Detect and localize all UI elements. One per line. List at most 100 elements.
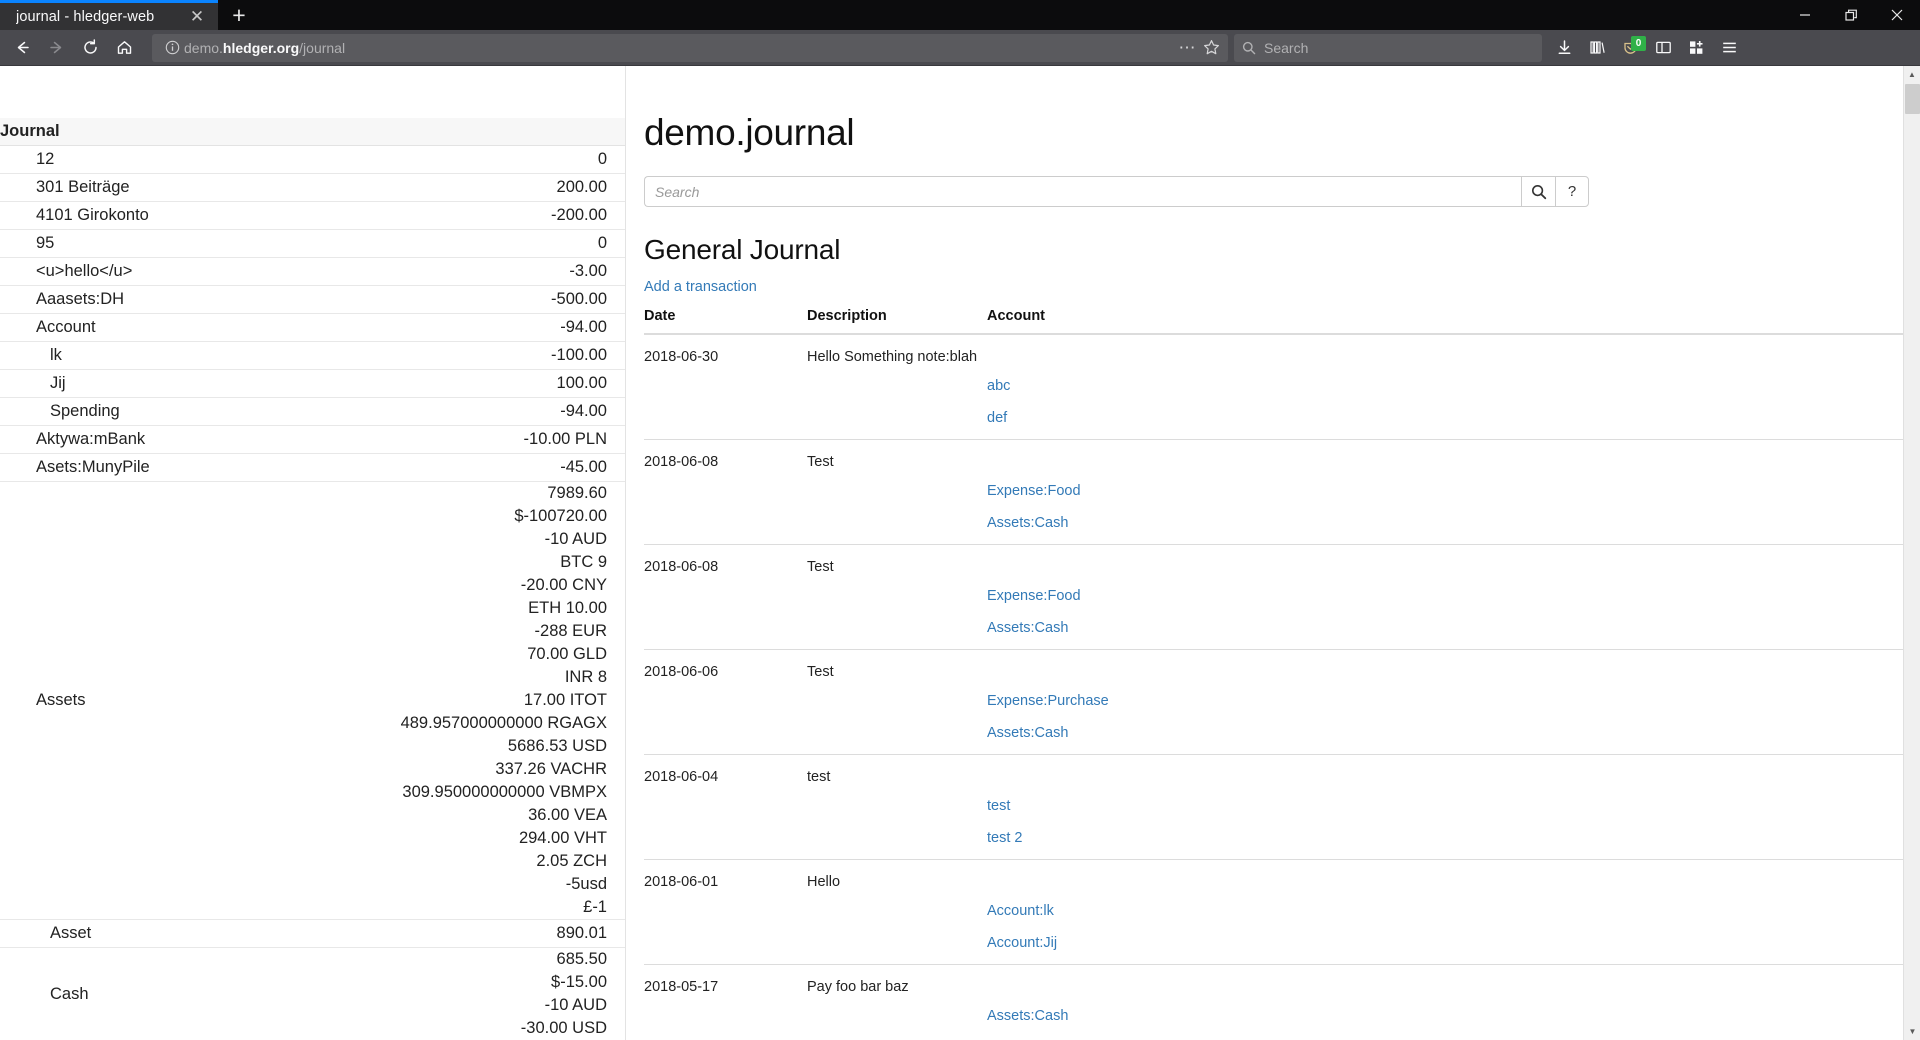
account-row[interactable]: Asset 890.01: [0, 920, 625, 948]
minimize-icon[interactable]: [1782, 0, 1828, 30]
hamburger-menu-icon[interactable]: [1713, 33, 1746, 63]
account-link[interactable]: Account:Jij: [987, 935, 1058, 951]
transaction-date: 2018-06-01: [644, 874, 719, 890]
new-tab-button[interactable]: +: [232, 1, 246, 28]
ellipsis-icon[interactable]: ⋯: [1178, 38, 1197, 57]
transaction-description: Hello Something note:blah: [807, 349, 978, 365]
close-icon[interactable]: [1874, 0, 1920, 30]
posting-row[interactable]: test 2 10.00: [644, 822, 1903, 860]
back-arrow-icon[interactable]: [6, 33, 38, 63]
account-row[interactable]: Aktywa:mBank -10.00 PLN: [0, 426, 625, 454]
account-link[interactable]: Expense:Food: [987, 588, 1081, 604]
posting-row[interactable]: Assets:Cash -10 AUD: [644, 717, 1903, 755]
account-link[interactable]: Assets:Cash: [987, 515, 1069, 531]
posting-row[interactable]: def -123.00: [644, 402, 1903, 440]
posting-row[interactable]: test -10.00: [644, 790, 1903, 822]
page-scrollbar[interactable]: ▲ ▼: [1903, 66, 1920, 1040]
account-name: 4101 Girokonto: [36, 206, 149, 224]
posting-description-spacer: [807, 790, 987, 822]
posting-description-spacer: [807, 475, 987, 507]
library-icon[interactable]: [1581, 33, 1614, 63]
reload-icon[interactable]: [74, 33, 106, 63]
account-name: Account: [36, 318, 96, 336]
add-transaction-link[interactable]: Add a transaction: [644, 279, 757, 295]
account-amount: $-100720.00: [514, 507, 607, 525]
account-link[interactable]: test: [987, 798, 1011, 814]
account-row[interactable]: Aaasets:DH -500.00: [0, 286, 625, 314]
transaction-header-row[interactable]: 2018-06-08 Test: [644, 545, 1903, 581]
posting-account: Assets:Cash: [987, 612, 1834, 650]
column-header-amount: Amount: [1834, 308, 1903, 335]
browser-search-bar[interactable]: Search: [1234, 33, 1542, 62]
posting-row[interactable]: Expense:Purchase 10 AUD: [644, 685, 1903, 717]
account-link[interactable]: Assets:Cash: [987, 725, 1069, 741]
transaction-header-row[interactable]: 2018-06-08 Test: [644, 440, 1903, 476]
account-row[interactable]: 95 0: [0, 230, 625, 258]
posting-amount: -200.00: [1834, 507, 1903, 545]
account-row[interactable]: 4101 Girokonto -200.00: [0, 202, 625, 230]
downloads-icon[interactable]: [1548, 33, 1581, 63]
account-row[interactable]: Assets 7989.60 $-100720.00 -10 AUD BTC 9 -20.…: [0, 482, 625, 920]
scrollbar-thumb[interactable]: [1905, 84, 1920, 114]
account-amount: 100.00: [556, 374, 607, 392]
account-link[interactable]: Expense:Purchase: [987, 693, 1109, 709]
account-row[interactable]: Cash 685.50 $-15.00 -10 AUD -30.00 USD: [0, 948, 625, 1040]
tab-journal[interactable]: journal - hledger-web ✕: [0, 0, 218, 30]
sidebar-toggle-icon[interactable]: [1647, 33, 1680, 63]
posting-account: abc: [987, 370, 1834, 402]
posting-amount: 123.00: [1834, 370, 1903, 402]
account-amount: 337.26 VACHR: [495, 760, 607, 778]
posting-row[interactable]: Account:Jij 100.00: [644, 927, 1903, 965]
search-input[interactable]: [644, 176, 1521, 207]
account-row[interactable]: Spending -94.00: [0, 398, 625, 426]
account-link[interactable]: def: [987, 410, 1008, 426]
accounts-table: Journal 12 0 301 Beiträge 200.00 4101 Giroko…: [0, 118, 625, 1040]
forward-arrow-icon[interactable]: [40, 33, 72, 63]
search-help-button[interactable]: ?: [1555, 176, 1589, 207]
account-link[interactable]: Account:lk: [987, 903, 1054, 919]
posting-account: Expense:Food: [987, 580, 1834, 612]
transaction-header-row[interactable]: 2018-06-04 test: [644, 755, 1903, 791]
posting-row[interactable]: Assets:Cash -200.00: [644, 612, 1903, 650]
pocket-icon[interactable]: 0: [1614, 33, 1647, 63]
account-row[interactable]: 301 Beiträge 200.00: [0, 174, 625, 202]
transaction-header-row[interactable]: 2018-05-17 Pay foo bar baz: [644, 965, 1903, 1001]
posting-row[interactable]: Assets:Cash 54.00: [644, 1000, 1903, 1032]
tab-title: journal - hledger-web: [16, 8, 155, 25]
account-row[interactable]: 12 0: [0, 146, 625, 174]
account-amount: 294.00 VHT: [518, 829, 607, 847]
account-row[interactable]: Asets:MunyPile -45.00: [0, 454, 625, 482]
account-link[interactable]: Expense:Food: [987, 483, 1081, 499]
transaction-header-row[interactable]: 2018-06-30 Hello Something note:blah: [644, 334, 1903, 370]
posting-row[interactable]: Expense:Food 200.00: [644, 475, 1903, 507]
account-link[interactable]: Assets:Cash: [987, 620, 1069, 636]
accounts-sidebar: Journal 12 0 301 Beiträge 200.00 4101 Giroko…: [0, 66, 626, 1040]
account-row[interactable]: Account -94.00: [0, 314, 625, 342]
account-amount: 5686.53 USD: [507, 737, 607, 755]
scroll-up-arrow-icon[interactable]: ▲: [1908, 70, 1916, 79]
account-row[interactable]: <u>hello</u> -3.00: [0, 258, 625, 286]
star-icon[interactable]: [1203, 39, 1220, 56]
posting-row[interactable]: abc 123.00: [644, 370, 1903, 402]
transaction-header-row[interactable]: 2018-06-06 Test: [644, 650, 1903, 686]
url-bar[interactable]: demo.hledger.org/journal ⋯: [152, 33, 1228, 62]
account-row[interactable]: lk -100.00: [0, 342, 625, 370]
search-submit-button[interactable]: [1521, 176, 1555, 207]
tab-close-icon[interactable]: ✕: [189, 7, 205, 26]
account-link[interactable]: Assets:Cash: [987, 1008, 1069, 1024]
info-icon[interactable]: [160, 40, 184, 55]
account-link[interactable]: abc: [987, 378, 1011, 394]
posting-account: Account:Jij: [987, 927, 1834, 965]
transaction-header-row[interactable]: 2018-06-01 Hello: [644, 860, 1903, 896]
posting-row[interactable]: Assets:Cash -200.00: [644, 507, 1903, 545]
posting-row[interactable]: Expense:Food 200.00: [644, 580, 1903, 612]
restore-icon[interactable]: [1828, 0, 1874, 30]
account-row[interactable]: Jij 100.00: [0, 370, 625, 398]
journal-table: Date Description Account Amount 2018-06-…: [644, 308, 1903, 1040]
account-link[interactable]: test 2: [987, 830, 1023, 846]
scroll-down-arrow-icon[interactable]: ▼: [1908, 1027, 1917, 1036]
add-ons-icon[interactable]: [1680, 33, 1713, 63]
home-icon[interactable]: [108, 33, 140, 63]
posting-row[interactable]: Account:Spending-54.00: [644, 1032, 1903, 1040]
posting-row[interactable]: Account:lk -100.00: [644, 895, 1903, 927]
